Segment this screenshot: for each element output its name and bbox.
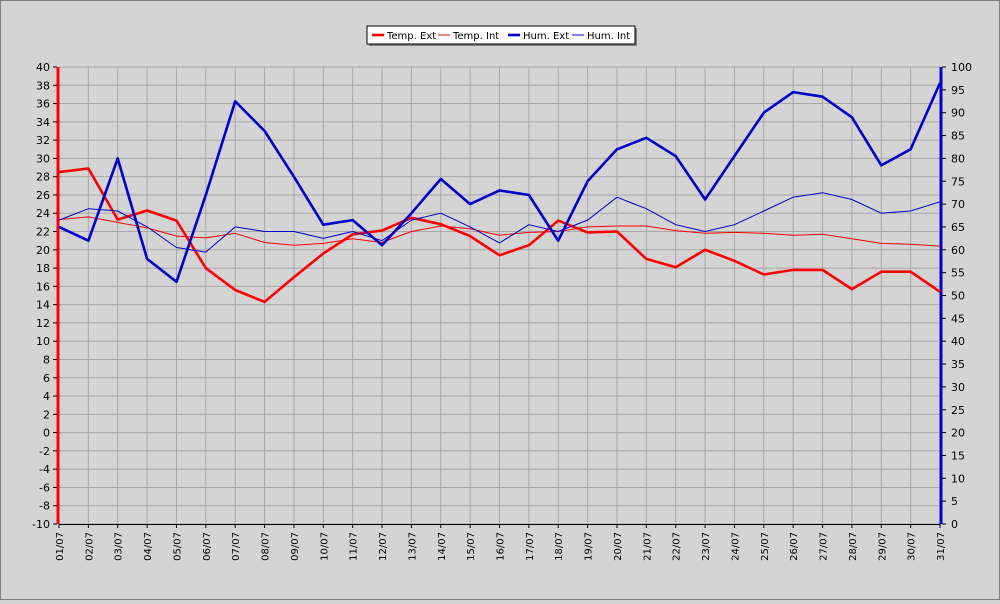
y-right-tick-label: 10 [951,472,965,485]
x-tick-label: 04/07 [143,532,154,561]
y-right-tick-label: 60 [951,244,965,257]
x-tick-label: 08/07 [261,532,272,561]
series-line-temp-int [58,216,941,247]
y-right-tick-label: 75 [951,175,965,188]
legend: Temp. Ext Temp. Int Hum. Ext Hum. Int [366,25,637,46]
y-left-tick-label: -2 [39,445,50,458]
x-tick-label: 11/07 [349,532,360,561]
y-right-tick-label: 45 [951,312,965,325]
x-tick-label: 02/07 [84,532,95,561]
y-left-tick-label: 0 [43,427,50,440]
legend-box [366,25,636,45]
y-right-tick-label: 80 [951,152,965,165]
y-left-tick-label: 14 [36,299,50,312]
x-tick-label: 12/07 [378,532,389,561]
legend-label: Hum. Int [587,31,630,42]
x-tick-label: 29/07 [877,532,888,561]
x-tick-label: 27/07 [819,532,830,561]
x-tick-label: 23/07 [701,532,712,561]
x-tick-label: 09/07 [290,532,301,561]
y-left-tick-label: 22 [36,226,50,239]
y-left-tick-label: 18 [36,262,50,275]
y-left-tick-label: -8 [39,500,50,513]
y-left-tick-label: 16 [36,280,50,293]
x-tick-label: 25/07 [760,532,771,561]
x-tick-label: 26/07 [789,532,800,561]
y-left-tick-label: 34 [36,116,50,129]
y-right-tick-label: 35 [951,358,965,371]
x-tick-label: 15/07 [466,532,477,561]
x-tick-label: 17/07 [525,532,536,561]
x-tick-label: 01/07 [55,532,66,561]
y-left-tick-label: 38 [36,79,50,92]
x-tick-label: 14/07 [437,532,448,561]
y-right-tick-label: 85 [951,130,965,143]
y-right-tick-label: 5 [951,495,958,508]
y-right-tick-label: 15 [951,449,965,462]
y-right-tick-label: 30 [951,381,965,394]
y-left-tick-label: -10 [32,518,50,531]
x-tick-label: 24/07 [730,532,741,561]
y-right-tick-label: 90 [951,107,965,120]
y-left-tick-label: 12 [36,317,50,330]
series-line-temp-ext [58,167,941,304]
axes: 4038363432302826242220181614121086420-2-… [32,61,972,561]
x-tick-label: 06/07 [202,532,213,561]
legend-label: Temp. Ext [386,31,436,42]
y-left-tick-label: 30 [36,152,50,165]
y-left-tick-label: -4 [39,463,50,476]
x-tick-label: 28/07 [848,532,859,561]
y-left-tick-label: -6 [39,481,50,494]
y-right-tick-label: 65 [951,221,965,234]
y-right-tick-label: 40 [951,335,965,348]
x-tick-label: 07/07 [231,532,242,561]
x-tick-label: 16/07 [496,532,507,561]
y-left-tick-label: 4 [43,390,50,403]
series-line-hum-ext [58,82,942,284]
x-tick-label: 19/07 [584,532,595,561]
y-right-tick-label: 70 [951,198,965,211]
y-right-tick-label: 20 [951,427,965,440]
y-right-tick-label: 55 [951,267,965,280]
y-left-tick-label: 36 [36,98,50,111]
y-right-tick-label: 95 [951,84,965,97]
y-left-tick-label: 40 [36,61,50,74]
y-left-tick-label: 20 [36,244,50,257]
x-tick-label: 22/07 [672,532,683,561]
x-tick-label: 05/07 [172,532,183,561]
y-right-tick-label: 25 [951,404,965,417]
series-lines [58,82,942,304]
grid [58,66,941,525]
x-tick-label: 21/07 [642,532,653,561]
y-right-tick-label: 0 [951,518,958,531]
y-left-tick-label: 2 [43,408,50,421]
x-tick-label: 31/07 [936,532,947,561]
y-left-tick-label: 26 [36,189,50,202]
x-tick-label: 30/07 [907,532,918,561]
x-tick-label: 13/07 [407,532,418,561]
x-tick-label: 03/07 [114,532,125,561]
y-left-tick-label: 8 [43,353,50,366]
legend-label: Hum. Ext [523,31,569,42]
series-line-hum-int [58,192,941,253]
y-left-tick-label: 6 [43,372,50,385]
x-tick-label: 20/07 [613,532,624,561]
x-tick-label: 18/07 [554,532,565,561]
y-right-tick-label: 50 [951,290,965,303]
legend-label: Temp. Int [452,31,499,42]
y-left-tick-label: 24 [36,207,50,220]
y-right-tick-label: 100 [951,61,972,74]
y-left-tick-label: 32 [36,134,50,147]
x-tick-label: 10/07 [319,532,330,561]
y-left-tick-label: 28 [36,171,50,184]
y-left-tick-label: 10 [36,335,50,348]
